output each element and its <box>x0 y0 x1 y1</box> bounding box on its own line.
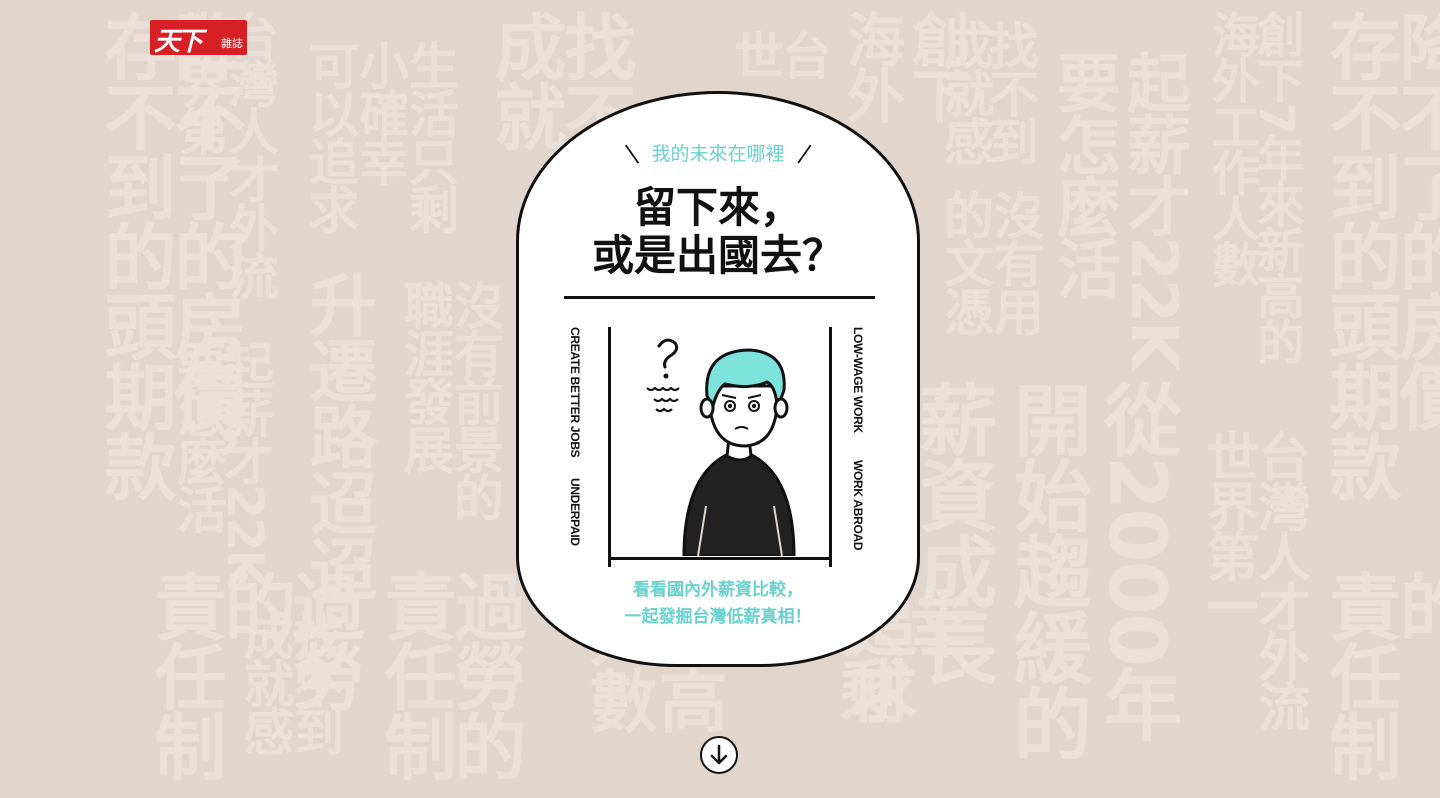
hero-title-line1: 留下來， <box>633 183 802 232</box>
bg-word: 幸 <box>897 590 976 656</box>
bg-word: 從2000年 <box>1091 380 1181 742</box>
bg-word: 生活只剩 <box>401 40 459 232</box>
hero-subtitle: | 我的未來在哪裡 | <box>519 139 917 166</box>
side-label-create-better-jobs: CREATE BETTER JOBS <box>568 327 582 458</box>
bg-word: 創下7年來新高的 <box>1248 10 1304 364</box>
confused-person-illustration <box>646 338 796 556</box>
bg-word: 降不了的房價， <box>1387 10 1440 500</box>
arrow-down-icon <box>710 744 728 765</box>
logo-text: 天下 <box>154 27 203 57</box>
bg-word: 過勞 <box>280 570 364 710</box>
bg-word: 台灣人才外流 <box>221 10 279 298</box>
hero-caption: 看看國內外薪資比較， 一起發掘台灣低薪真相！ <box>519 577 917 631</box>
bg-word: 要怎麼活 <box>169 340 227 532</box>
bg-word: 降不了的房價， <box>162 10 246 500</box>
bg-word: 存不到的頭期款 <box>92 10 176 500</box>
bg-word: 沒有前景的 <box>446 280 504 520</box>
bg-word: 成就 <box>482 10 566 150</box>
bg-word: 世 <box>726 30 784 78</box>
bg-word: 的文憑 <box>936 190 994 334</box>
bg-word: 起薪才22K <box>1116 50 1190 369</box>
bg-word: 起薪才22K <box>216 340 274 587</box>
bg-word: 升遷路迢迢 <box>297 270 376 600</box>
bg-word: 職涯發展 <box>396 280 454 472</box>
divider <box>564 296 875 299</box>
bg-word: 沒有用 <box>986 190 1044 334</box>
scroll-down-button[interactable] <box>700 736 738 774</box>
window-frame-bottom <box>608 557 832 560</box>
bg-word: 世界第一 <box>1197 430 1257 630</box>
bg-word: 找不到 <box>981 20 1039 164</box>
bg-word: 創下 <box>902 10 970 122</box>
bg-word: 台灣人才外流 <box>1249 430 1309 730</box>
bg-word: 責任制 <box>1317 570 1401 780</box>
bg-word: 的 <box>212 570 296 640</box>
bg-word: 找不到 <box>286 610 344 754</box>
hero-title-line2: 或是出國去？ <box>591 231 844 280</box>
side-label-low-wage-work: LOW-WAGE WORK <box>851 327 865 433</box>
side-label-underpaid: UNDERPAID <box>568 478 582 546</box>
hero-title: 留下來， 或是出國去？ <box>519 184 917 280</box>
window-frame-right <box>829 327 832 567</box>
bg-word: 責任制 <box>372 570 456 780</box>
slash-right-icon: | <box>794 141 815 166</box>
slash-left-icon: | <box>621 141 642 166</box>
bg-word: 台 <box>774 30 832 78</box>
bg-word: 海外 <box>837 10 905 122</box>
bg-word: 海外工作人數 <box>1203 10 1259 286</box>
logo-subtext: 雜誌 <box>221 37 243 50</box>
bg-word: 的 <box>1387 570 1440 640</box>
bg-word: 薪資成長 <box>906 380 996 684</box>
bg-word: 存不到的頭期款 <box>1317 10 1401 500</box>
bg-word: 可以追求 <box>301 40 359 232</box>
bg-word: 小確幸 <box>351 40 409 184</box>
hero-card: | 我的未來在哪裡 | 留下來， 或是出國去？ CREATE BETTER JO… <box>516 91 920 667</box>
hero-caption-line2: 一起發掘台灣低薪真相！ <box>624 607 812 627</box>
side-label-work-abroad: WORK ABROAD <box>851 460 865 551</box>
logo[interactable]: 天下 雜誌 <box>150 20 247 57</box>
hero-subtitle-text: 我的未來在哪裡 <box>651 143 785 165</box>
bg-word: 責任制 <box>142 570 226 780</box>
bg-word: 開始趨緩的 <box>1001 380 1091 760</box>
window-frame-left <box>608 327 611 567</box>
bg-word: 成就感 <box>936 20 994 164</box>
bg-word: 過勞的 <box>442 570 526 780</box>
hero-caption-line1: 看看國內外薪資比較， <box>633 580 803 600</box>
bg-word: 要怎麼活 <box>1046 50 1120 298</box>
bg-word: 成就感 <box>236 610 294 754</box>
